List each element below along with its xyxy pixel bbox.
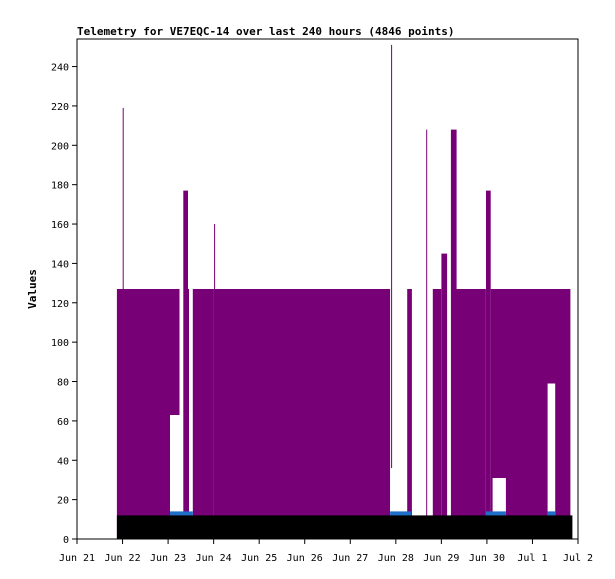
x-tick-label: Jun 22 (104, 553, 140, 564)
bar-white-2 (390, 468, 400, 539)
x-tick-label: Jun 25 (241, 553, 277, 564)
bar-purple-11 (450, 129, 457, 539)
y-axis: 0 20 40 60 80 100 120 140 160 180 200 220 240 (51, 63, 77, 546)
x-tick-label: Jun 26 (287, 553, 323, 564)
bar-purple-0 (116, 289, 180, 539)
y-axis-label: Values (26, 269, 39, 309)
y-tick-label: 100 (51, 338, 69, 349)
bar-purple-13 (486, 190, 491, 539)
bar-black-0 (116, 515, 573, 539)
y-tick-label: 60 (57, 417, 69, 428)
x-tick-label: Jun 29 (423, 553, 459, 564)
y-tick-label: 40 (57, 456, 69, 467)
bar-purple-5 (213, 289, 391, 539)
x-tick-label: Jun 28 (378, 553, 414, 564)
bar-purple-10 (441, 253, 448, 539)
y-tick-label: 140 (51, 259, 69, 270)
x-tick-label: Jun 24 (196, 553, 232, 564)
bar-white-1 (189, 289, 193, 539)
chart-title: Telemetry for VE7EQC-14 over last 240 ho… (77, 25, 455, 38)
bar-purple-2 (183, 190, 188, 539)
bars-layer (116, 44, 573, 540)
x-tick-label: Jun 27 (332, 553, 368, 564)
x-tick-label: Jul 2 (563, 553, 593, 564)
bar-purple-1 (122, 107, 124, 540)
bar-white-4 (547, 383, 556, 539)
x-axis: Jun 21 Jun 22 Jun 23 Jun 24 Jun 25 Jun 26 Jun … (59, 539, 593, 564)
x-tick-label: Jul 1 (517, 553, 547, 564)
bar-purple-9 (432, 289, 442, 539)
bar-purple-7 (407, 289, 412, 539)
y-tick-label: 160 (51, 220, 69, 231)
x-tick-label: Jun 30 (469, 553, 505, 564)
y-tick-label: 120 (51, 299, 69, 310)
x-tick-label: Jun 21 (59, 553, 95, 564)
bar-purple-8 (426, 129, 428, 539)
y-tick-label: 80 (57, 378, 69, 389)
y-tick-label: 200 (51, 141, 69, 152)
bar-purple-12 (456, 289, 486, 539)
bar-purple-6 (391, 44, 393, 540)
bar-white-0 (170, 415, 180, 539)
x-tick-label: Jun 23 (150, 553, 186, 564)
y-tick-label: 180 (51, 181, 69, 192)
y-tick-label: 0 (63, 535, 69, 546)
y-tick-label: 220 (51, 102, 69, 113)
y-tick-label: 240 (51, 63, 69, 74)
y-tick-label: 20 (57, 496, 69, 507)
